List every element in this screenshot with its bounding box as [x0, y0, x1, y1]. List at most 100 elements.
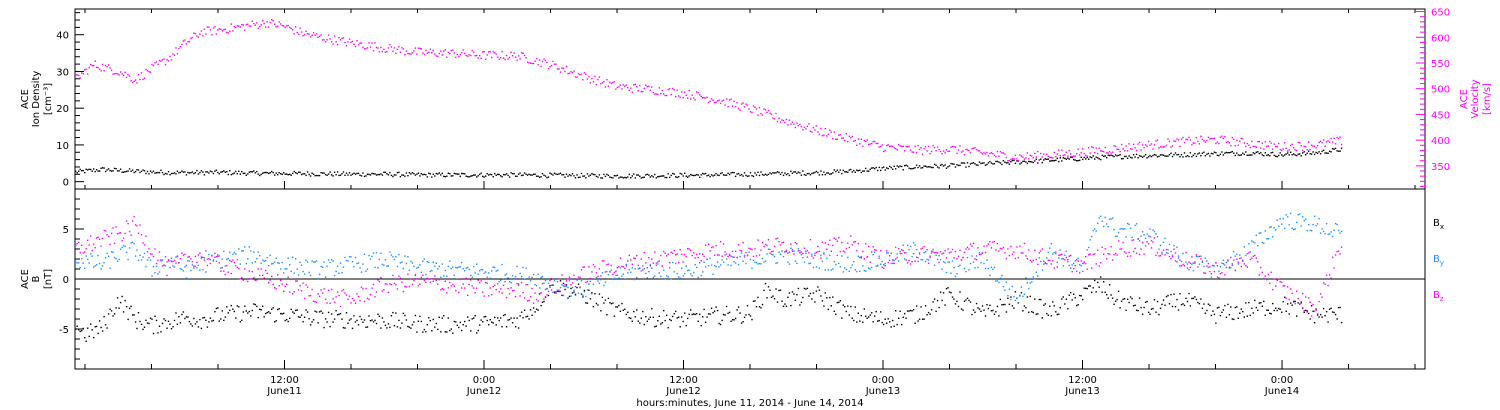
b-bx-series-point [253, 303, 255, 305]
b-by-series-point [262, 259, 264, 261]
b-by-series-point [1206, 260, 1208, 262]
b-bx-series-point [329, 325, 331, 328]
velocity-series-point [688, 89, 690, 92]
b-bz-series-point [333, 301, 336, 303]
b-bz-series-point [621, 265, 623, 268]
density-series-point [1316, 152, 1319, 154]
b-bx-series-point [1330, 307, 1332, 309]
density-series-point [1153, 153, 1156, 156]
b-bz-series-point [271, 275, 273, 278]
density-series-point [468, 176, 470, 178]
density-series-point [1056, 157, 1058, 160]
b-by-series-point [1306, 230, 1308, 232]
b-bx-series-point [272, 307, 274, 309]
density-series-point [152, 170, 155, 172]
velocity-series-point [172, 53, 174, 55]
density-series-point [939, 164, 942, 166]
b-bx-series-point [877, 320, 879, 322]
b-bz-series-point [866, 255, 868, 258]
b-bz-series-point [529, 296, 532, 298]
density-series-point [1070, 156, 1072, 158]
velocity-series-point [1337, 137, 1340, 140]
b-bx-series-point [305, 309, 307, 311]
b-by-series-point [235, 253, 237, 255]
density-series-point [1089, 156, 1091, 158]
density-series-point [501, 176, 503, 178]
b-bz-series-point [292, 293, 294, 295]
b-by-series-point [540, 276, 542, 279]
b-bz-series-point [205, 250, 207, 252]
b-by-series-point [528, 276, 530, 278]
b-bx-series-point [609, 302, 611, 304]
velocity-series-point [390, 46, 393, 48]
velocity-series-point [1294, 149, 1296, 151]
b-bz-series-point [995, 249, 997, 251]
b-by-series-point [116, 260, 119, 262]
b-bx-series-point [389, 326, 391, 329]
density-series-point [986, 163, 988, 166]
velocity-series-point [184, 39, 186, 41]
b-bz-series-point [1188, 261, 1190, 263]
density-series-point [1040, 158, 1042, 160]
b-bz-series-point [1128, 251, 1130, 254]
b-by-series-point [338, 272, 340, 274]
b-by-series-point [175, 256, 177, 258]
b-by-series-point [752, 259, 755, 261]
b-bx-series-point [194, 323, 197, 325]
b-by-series-point [1263, 242, 1265, 244]
b-by-series-point [259, 255, 261, 257]
b-bz-series-point [1200, 258, 1202, 260]
density-series-point [739, 174, 741, 177]
velocity-series-point [1237, 144, 1239, 146]
b-bz-series-point [1267, 273, 1269, 276]
b-bx-series-point [1185, 297, 1187, 299]
density-series-point [78, 170, 80, 172]
b-by-series-point [167, 259, 170, 261]
b-by-series-point [954, 275, 957, 278]
b-bx-series-point [984, 315, 987, 317]
b-bz-series-point [1297, 297, 1299, 300]
density-series-point [136, 169, 138, 171]
b-by-series-point [377, 267, 379, 269]
b-bz-series-point [194, 255, 197, 258]
density-series-point [908, 167, 910, 169]
velocity-series-point [619, 84, 622, 86]
density-series-point [848, 169, 850, 171]
velocity-series-point [112, 73, 114, 75]
b-by-series-point [348, 256, 351, 258]
b-bz-series-point [1285, 297, 1287, 299]
b-by-series-point [615, 274, 617, 277]
density-series-point [535, 175, 538, 177]
b-bx-series-point [1034, 298, 1036, 300]
b-bz-series-point [462, 283, 464, 285]
velocity-series-point [511, 55, 514, 57]
b-by-series-point [730, 264, 732, 267]
b-bz-series-point [556, 289, 559, 292]
b-bx-series-point [1101, 291, 1103, 293]
b-bz-series-point [146, 251, 149, 253]
density-series-point [923, 165, 925, 167]
b-by-series-point [691, 275, 693, 277]
b-bx-series-point [806, 287, 809, 290]
b-by-series-point [996, 280, 999, 282]
b-by-series-point [642, 265, 644, 267]
density-series-point [1073, 158, 1075, 161]
density-series-point [724, 174, 726, 176]
b-bz-series-point [857, 242, 859, 245]
velocity-series-point [510, 51, 512, 53]
b-bx-series-point [589, 298, 592, 300]
b-by-series-point [725, 258, 728, 260]
density-series-point [202, 171, 204, 173]
density-series-point [309, 175, 312, 177]
velocity-series-point [193, 32, 195, 34]
density-series-point [383, 171, 385, 173]
velocity-series-point [1001, 152, 1003, 154]
velocity-series-point [749, 111, 752, 113]
density-series-point [516, 175, 518, 178]
b-bx-series-point [453, 320, 455, 323]
b-bx-series-point [1097, 281, 1099, 284]
velocity-series-point [278, 21, 280, 23]
b-by-series-point [365, 270, 367, 272]
density-series-point [1191, 156, 1193, 158]
b-by-series-point [1322, 230, 1325, 233]
